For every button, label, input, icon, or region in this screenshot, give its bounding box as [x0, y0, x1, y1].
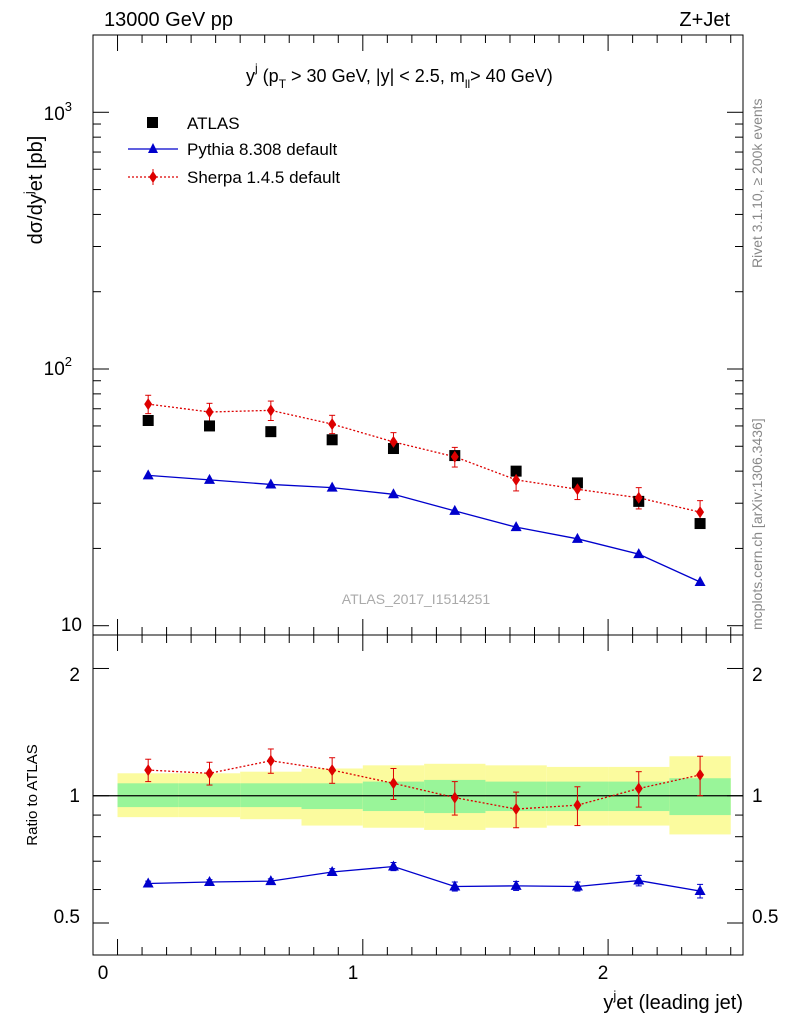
ratio-sherpa-point	[266, 754, 275, 767]
mcplots-source-label: mcplots.cern.ch [arXiv:1306.3436]	[749, 418, 765, 630]
ratio-sherpa-point	[512, 803, 521, 816]
ratio-pythia-point	[571, 880, 583, 891]
pythia-point	[571, 532, 583, 543]
x-tick-label-1: 1	[348, 963, 359, 984]
sherpa-point	[266, 404, 275, 417]
ratio-pythia-point	[142, 877, 154, 888]
ratio-sherpa-point	[389, 777, 398, 790]
ratio-sherpa-point	[144, 764, 153, 777]
legend-sherpa-marker	[149, 171, 157, 183]
ratio-pythia-point	[694, 885, 706, 896]
pythia-point	[265, 478, 277, 489]
main-plot-data	[142, 394, 706, 586]
atlas-point	[571, 477, 583, 489]
ratio-pythia-point	[204, 876, 216, 887]
ratio-sherpa-point	[696, 768, 705, 781]
atlas-point	[387, 443, 399, 455]
atlas-point	[326, 434, 338, 446]
analysis-watermark: ATLAS_2017_I1514251	[342, 591, 491, 607]
pythia-point	[510, 521, 522, 532]
ratio-sherpa-point	[328, 764, 337, 777]
ratio-sherpa-line	[148, 760, 701, 810]
ratio-pythia-line	[148, 865, 701, 892]
y-tick-label-10: 10	[61, 615, 82, 636]
sherpa-point	[144, 398, 153, 411]
legend-atlas-label: ATLAS	[187, 114, 240, 133]
ratio-y-tick-label-right-2: 2	[752, 665, 763, 686]
sherpa-point	[573, 483, 582, 496]
cuts-title: yj (pT > 30 GeV, |y| < 2.5, mll> 40 GeV)	[246, 61, 553, 91]
pythia-point	[449, 504, 461, 515]
ratio-y-tick-label-right-1: 1	[752, 786, 763, 807]
main-y-tick-labels: 10 102 103	[44, 99, 82, 636]
ratio-pythia-point	[387, 860, 399, 871]
sherpa-point	[205, 405, 214, 418]
pythia-line	[148, 474, 701, 583]
ratio-y-tick-labels-left: 0.5 1 2	[54, 665, 80, 928]
legend: ATLAS Pythia 8.308 default Sherpa 1.4.5 …	[128, 114, 340, 187]
ratio-plot-data	[142, 748, 706, 899]
sherpa-line	[148, 403, 701, 513]
atlas-point	[510, 465, 522, 477]
pythia-point	[694, 575, 706, 586]
ratio-pythia-point	[510, 879, 522, 890]
legend-atlas-marker	[147, 117, 158, 128]
atlas-point	[142, 415, 154, 427]
pythia-point	[633, 548, 645, 559]
atlas-point	[265, 426, 277, 438]
ratio-y-axis-label: Ratio to ATLAS	[24, 744, 41, 845]
process-label: Z+Jet	[679, 9, 730, 31]
sherpa-point	[389, 435, 398, 448]
sherpa-point	[450, 450, 459, 463]
y-tick-label-100: 102	[44, 354, 72, 380]
legend-pythia-marker	[148, 143, 158, 153]
pythia-point	[204, 473, 216, 484]
ratio-y-tick-label-0.5: 0.5	[54, 907, 80, 928]
x-tick-labels: 0 1 2	[98, 963, 609, 984]
ratio-y-tick-label-1: 1	[69, 786, 80, 807]
x-tick-label-2: 2	[598, 963, 609, 984]
ratio-sherpa-point	[634, 782, 643, 795]
rivet-version-label: Rivet 3.1.10, ≥ 200k events	[749, 98, 765, 268]
ratio-sherpa-point	[573, 799, 582, 812]
x-axis-label: yjet (leading jet)	[603, 988, 743, 1014]
sherpa-point	[696, 506, 705, 519]
legend-sherpa-label: Sherpa 1.4.5 default	[187, 168, 340, 187]
atlas-point	[204, 420, 216, 432]
ratio-pythia-point	[449, 880, 461, 891]
pythia-point	[326, 481, 338, 492]
ratio-y-tick-label-2: 2	[69, 665, 80, 686]
ratio-y-tick-labels-right: 0.5 1 2	[752, 665, 778, 928]
sherpa-point	[512, 473, 521, 486]
y-tick-label-1000: 103	[44, 99, 72, 125]
pythia-point	[142, 469, 154, 480]
x-tick-label-0: 0	[98, 963, 109, 984]
main-y-axis-label: dσ/dyjet [pb]	[21, 136, 47, 245]
sherpa-point	[634, 491, 643, 504]
sherpa-point	[328, 418, 337, 431]
ratio-y-tick-label-right-0.5: 0.5	[752, 907, 778, 928]
ratio-pythia-point	[633, 874, 645, 885]
energy-label: 13000 GeV pp	[104, 9, 233, 31]
ratio-plot-frame	[92, 634, 744, 956]
ratio-pythia-point	[326, 866, 338, 877]
ratio-sherpa-point	[450, 791, 459, 804]
ratio-pythia-point	[265, 875, 277, 886]
atlas-point	[694, 518, 706, 530]
legend-pythia-label: Pythia 8.308 default	[187, 140, 338, 159]
ratio-sherpa-point	[205, 767, 214, 780]
axis-ticks	[93, 34, 743, 955]
pythia-point	[387, 488, 399, 499]
